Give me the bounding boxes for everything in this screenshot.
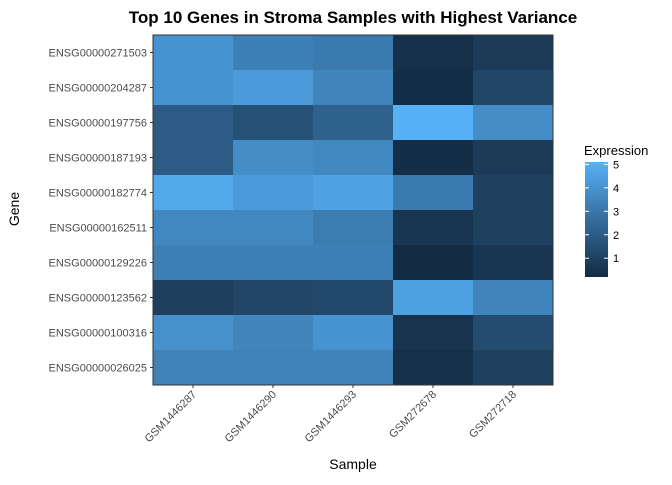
chart-title: Top 10 Genes in Stroma Samples with High… — [129, 8, 577, 27]
legend-tick-label: 2 — [613, 230, 619, 242]
heatmap-cell — [313, 245, 394, 281]
heatmap-cell — [473, 245, 554, 281]
y-axis: ENSG00000271503 ENSG00000204287 ENSG000001… — [49, 48, 153, 375]
legend-title: Expression — [584, 143, 648, 158]
x-tick-label: GSM1446290 — [223, 389, 279, 445]
heatmap-cell — [313, 70, 394, 106]
heatmap-cell — [153, 140, 234, 176]
heatmap-cell — [153, 350, 234, 386]
heatmap-cell — [393, 105, 474, 141]
plot-panel — [152, 34, 554, 386]
heatmap-cell — [233, 210, 314, 246]
heatmap-cell — [233, 280, 314, 316]
y-tick-label: ENSG00000204287 — [49, 83, 147, 95]
heatmap-cell — [153, 210, 234, 246]
x-axis-title: Sample — [329, 456, 377, 472]
heatmap-cell — [313, 280, 394, 316]
heatmap-cell — [233, 350, 314, 386]
y-tick-label: ENSG00000271503 — [49, 48, 147, 60]
heatmap-cell — [473, 210, 554, 246]
heatmap-cell — [393, 350, 474, 386]
heatmap-cell — [393, 280, 474, 316]
heatmap-cell — [313, 140, 394, 176]
y-tick-label: ENSG00000123562 — [49, 293, 147, 305]
x-tick-label: GSM1446287 — [143, 389, 199, 445]
heatmap-cell — [473, 140, 554, 176]
heatmap-cell — [153, 245, 234, 281]
heatmap-cell — [473, 315, 554, 351]
heatmap-cell — [233, 140, 314, 176]
heatmap-cell — [393, 35, 474, 71]
heatmap-cell — [233, 105, 314, 141]
legend-colorbar — [585, 162, 608, 277]
heatmap-cell — [473, 70, 554, 106]
y-tick-label: ENSG00000026025 — [49, 363, 147, 375]
legend-tick-label: 4 — [613, 183, 619, 195]
heatmap-cell — [313, 315, 394, 351]
legend-tick-label: 5 — [613, 159, 619, 171]
x-tick-label: GSM272678 — [387, 389, 439, 441]
y-tick-label: ENSG00000129226 — [49, 258, 147, 270]
heatmap-cell — [233, 70, 314, 106]
heatmap-cell — [393, 210, 474, 246]
x-tick-label: GSM1446293 — [303, 389, 359, 445]
y-tick-label: ENSG00000187193 — [49, 153, 147, 165]
color-legend: Expression 1 2 3 4 5 — [584, 143, 648, 277]
heatmap-cell — [393, 245, 474, 281]
heatmap-cell — [393, 70, 474, 106]
y-tick-label: ENSG00000197756 — [49, 118, 147, 130]
heatmap-cell — [313, 35, 394, 71]
heatmap-cell — [393, 175, 474, 211]
heatmap-cell — [313, 105, 394, 141]
x-axis: GSM1446287 GSM1446290 GSM1446293 GSM272678 G… — [143, 385, 519, 445]
heatmap-cell — [473, 105, 554, 141]
heatmap-cell — [313, 175, 394, 211]
x-tick-label: GSM272718 — [467, 389, 519, 441]
heatmap-cell — [153, 105, 234, 141]
heatmap-cell — [393, 140, 474, 176]
heatmap-cell — [153, 315, 234, 351]
legend-tick-label: 3 — [613, 206, 619, 218]
heatmap-cell — [153, 280, 234, 316]
y-tick-label: ENSG00000100316 — [49, 328, 147, 340]
legend-tick-label: 1 — [613, 253, 619, 265]
y-tick-label: ENSG00000162511 — [49, 223, 147, 235]
heatmap-cell — [393, 315, 474, 351]
heatmap-cell — [233, 35, 314, 71]
heatmap-cell — [153, 175, 234, 211]
heatmap-cell — [233, 245, 314, 281]
heatmap-cell — [153, 35, 234, 71]
y-tick-label: ENSG00000182774 — [49, 188, 147, 200]
heatmap-cell — [473, 35, 554, 71]
heatmap-cell — [233, 175, 314, 211]
heatmap-cell — [313, 350, 394, 386]
heatmap-cell — [233, 315, 314, 351]
heatmap-cell — [313, 210, 394, 246]
y-axis-title: Gene — [6, 192, 22, 226]
heatmap-cell — [473, 350, 554, 386]
heatmap-cell — [153, 70, 234, 106]
heatmap-cell — [473, 280, 554, 316]
heatmap-cell — [473, 175, 554, 211]
